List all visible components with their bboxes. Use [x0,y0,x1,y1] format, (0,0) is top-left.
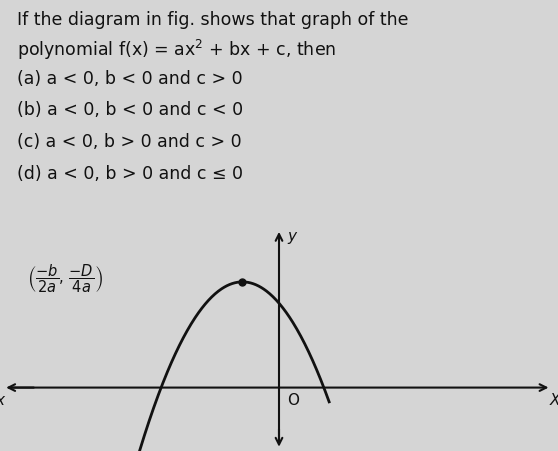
Text: polynomial f(x) = ax$^2$ + bx + c, then: polynomial f(x) = ax$^2$ + bx + c, then [17,38,336,62]
Text: If the diagram in fig. shows that graph of the: If the diagram in fig. shows that graph … [17,11,408,29]
Text: O: O [287,392,299,408]
Text: (d) a < 0, b > 0 and c ≤ 0: (d) a < 0, b > 0 and c ≤ 0 [17,165,243,183]
Text: (c) a < 0, b > 0 and c > 0: (c) a < 0, b > 0 and c > 0 [17,133,242,151]
Text: x: x [0,392,4,408]
Text: y: y [287,229,296,244]
Text: (a) a < 0, b < 0 and c > 0: (a) a < 0, b < 0 and c > 0 [17,70,242,88]
Text: X: X [550,392,558,408]
Text: $\left(\dfrac{-b}{2a},\,\dfrac{-D}{4a}\right)$: $\left(\dfrac{-b}{2a},\,\dfrac{-D}{4a}\r… [27,262,103,295]
Text: (b) a < 0, b < 0 and c < 0: (b) a < 0, b < 0 and c < 0 [17,101,243,120]
